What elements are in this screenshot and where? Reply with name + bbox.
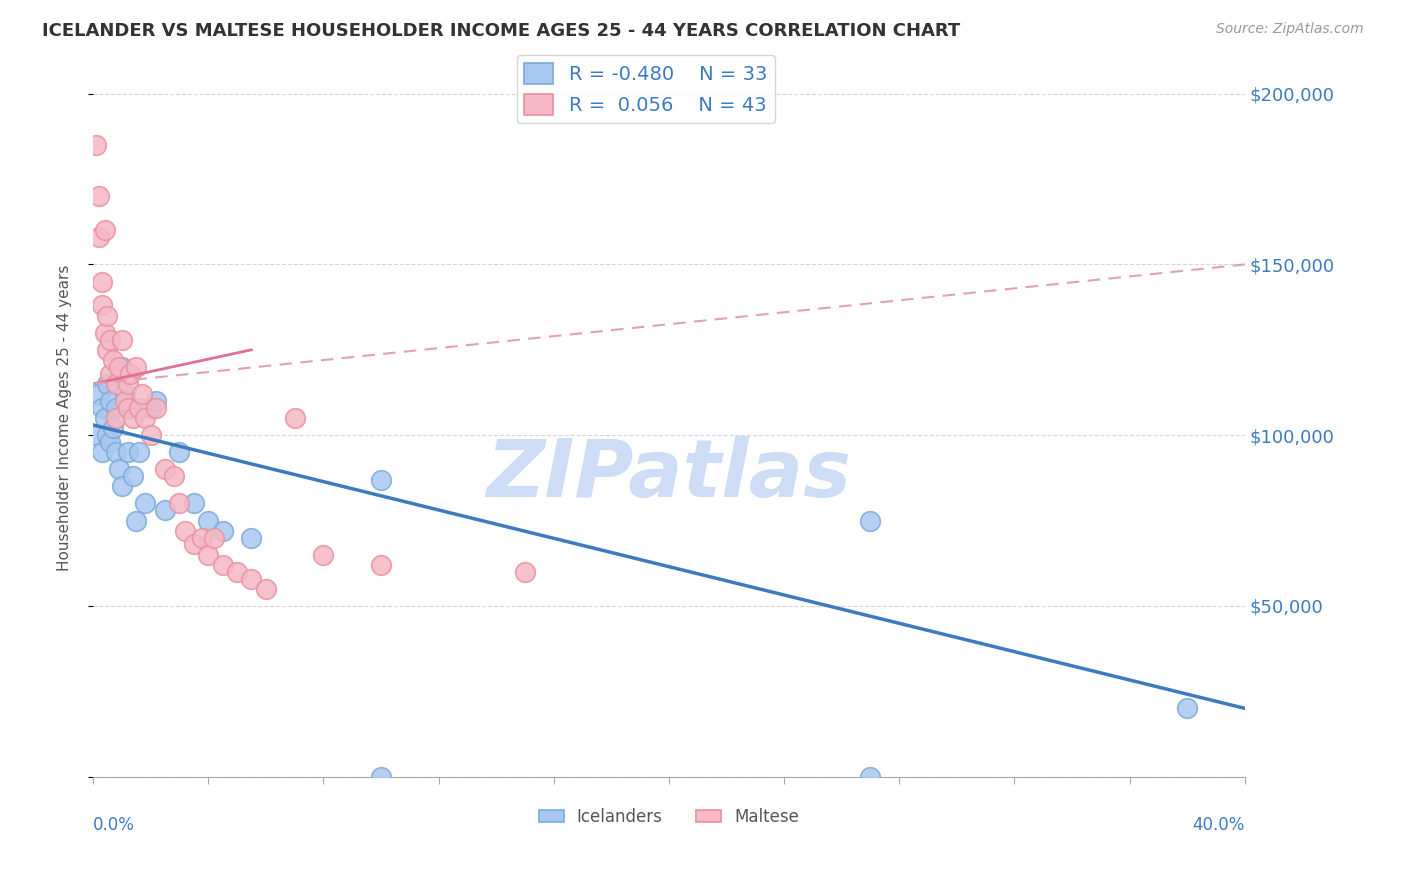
Point [111,479,134,493]
Point [122,411,145,425]
Point [183,496,205,510]
Point [139,401,162,415]
Point [96,343,118,357]
Point [197,548,219,562]
Point [1175,701,1198,715]
Point [90,401,112,415]
Point [125,359,148,374]
Point [90,298,112,312]
Point [96,309,118,323]
Point [87,387,110,401]
Point [108,359,131,374]
Point [114,387,136,401]
Point [105,411,128,425]
Point [87,230,110,244]
Point [312,548,335,562]
Point [111,333,134,347]
Point [191,531,214,545]
Point [111,359,134,374]
Point [122,469,145,483]
Text: 0.0%: 0.0% [93,816,135,834]
Point [87,189,110,203]
Point [134,496,156,510]
Text: ZIPatlas: ZIPatlas [486,436,852,515]
Point [117,376,139,391]
Point [120,367,142,381]
Point [131,387,153,401]
Point [226,565,249,579]
Point [174,524,197,538]
Point [101,353,124,368]
Point [859,770,882,784]
Point [284,411,307,425]
Point [254,582,277,596]
Point [96,376,118,391]
Point [139,428,162,442]
Text: Source: ZipAtlas.com: Source: ZipAtlas.com [1216,22,1364,37]
Point [169,445,191,459]
Point [96,428,118,442]
Point [145,394,167,409]
Point [84,428,107,442]
Point [114,394,136,409]
Point [197,514,219,528]
Point [169,496,191,510]
Point [153,462,176,476]
Point [105,445,128,459]
Point [98,333,121,347]
Point [145,401,167,415]
Point [183,537,205,551]
Y-axis label: Householder Income Ages 25 - 44 years: Householder Income Ages 25 - 44 years [58,265,72,571]
Text: 40.0%: 40.0% [1192,816,1244,834]
Text: ICELANDER VS MALTESE HOUSEHOLDER INCOME AGES 25 - 44 YEARS CORRELATION CHART: ICELANDER VS MALTESE HOUSEHOLDER INCOME … [42,22,960,40]
Point [370,473,392,487]
Point [98,435,121,450]
Legend: Icelanders, Maltese: Icelanders, Maltese [531,802,806,833]
Point [98,367,121,381]
Point [125,514,148,528]
Point [153,503,176,517]
Point [370,558,392,572]
Point [211,558,233,572]
Point [128,445,150,459]
Point [202,531,225,545]
Point [134,411,156,425]
Point [162,469,184,483]
Point [117,445,139,459]
Point [513,565,536,579]
Point [211,524,233,538]
Point [128,401,150,415]
Point [240,572,263,586]
Point [117,401,139,415]
Point [240,531,263,545]
Point [90,275,112,289]
Point [370,770,392,784]
Point [105,401,128,415]
Point [98,394,121,409]
Point [120,401,142,415]
Point [859,514,882,528]
Point [101,421,124,435]
Point [105,376,128,391]
Point [84,138,107,153]
Point [93,411,115,425]
Point [108,462,131,476]
Point [93,326,115,340]
Point [93,223,115,237]
Point [90,445,112,459]
